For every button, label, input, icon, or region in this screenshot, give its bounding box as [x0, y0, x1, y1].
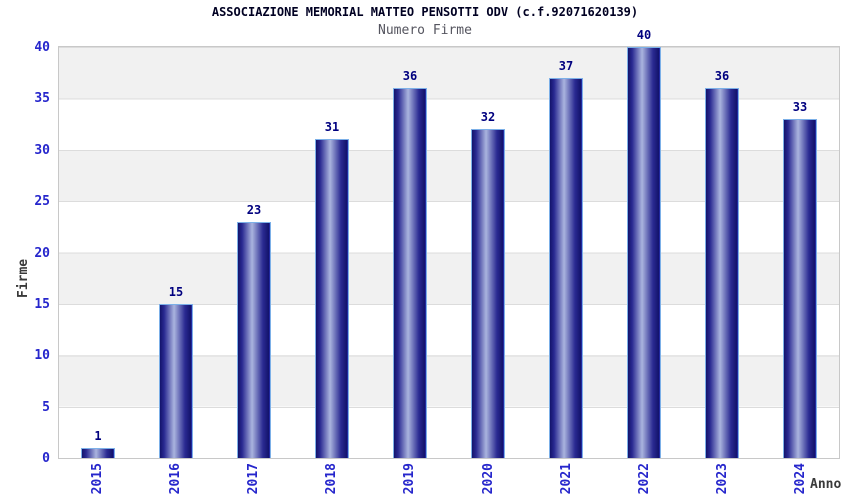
x-tick-cell: 2019	[371, 463, 449, 499]
x-tick-label: 2021	[558, 463, 574, 495]
bar-2023	[705, 88, 739, 458]
x-tick-label: 2022	[637, 463, 653, 495]
bar-slot: 33	[761, 47, 839, 458]
bar-value-label: 40	[636, 28, 652, 42]
bar-value-label: 36	[402, 69, 418, 83]
bar-slot: 40	[605, 28, 683, 458]
bar-slot: 1	[59, 47, 137, 458]
x-tick-cell: 2015	[58, 463, 136, 499]
bar-2024	[783, 119, 817, 458]
x-tick-label: 2017	[246, 463, 261, 495]
y-tick-label: 0	[42, 451, 50, 466]
x-tick-label: 2018	[324, 463, 340, 495]
chart-title: ASSOCIAZIONE MEMORIAL MATTEO PENSOTTI OD…	[211, 5, 639, 19]
x-tick-label: 2019	[402, 463, 418, 495]
bar-slot: 23	[215, 47, 293, 458]
bar-2019	[393, 88, 427, 458]
bar-2020	[471, 129, 505, 458]
x-tick-cell: 2016	[136, 463, 214, 499]
x-tick-cell: 2022	[605, 463, 683, 499]
bar-2017	[237, 222, 271, 458]
y-tick-label: 25	[34, 194, 50, 210]
x-tick-label: 2023	[715, 463, 731, 495]
x-tick-cell: 2021	[527, 463, 605, 499]
bar-value-label: 31	[324, 120, 340, 134]
bar-slot: 36	[371, 47, 449, 458]
bar-value-label: 33	[792, 100, 808, 114]
bar-slot: 37	[527, 47, 605, 458]
bar-value-label: 1	[94, 429, 102, 443]
bar-2022	[627, 47, 661, 458]
bar-slot: 15	[137, 47, 215, 458]
x-tick-cell: 2017	[214, 463, 292, 499]
y-tick-label: 5	[42, 399, 50, 415]
bar-2016	[159, 304, 193, 458]
x-tick-cell: 2020	[449, 463, 527, 499]
y-tick-label: 20	[34, 245, 50, 261]
bar-2018	[315, 139, 349, 458]
x-axis-tick-labels: 2015 2016 2017 2018 2019 2020 2021 2022 2023 2024	[58, 463, 840, 499]
x-tick-label: 2016	[167, 463, 183, 495]
bar-value-label: 36	[714, 69, 730, 83]
bar-2021	[549, 78, 583, 458]
bar-slot: 32	[449, 47, 527, 458]
y-tick-label: 10	[34, 348, 50, 364]
bar-2015	[81, 448, 115, 458]
y-tick-label: 40	[34, 40, 50, 55]
x-tick-cell: 2018	[293, 463, 371, 499]
y-tick-label: 15	[34, 296, 50, 312]
x-tick-label: 2015	[89, 463, 105, 495]
chart-subtitle: Numero Firme	[378, 23, 472, 38]
x-tick-label: 2020	[480, 463, 496, 495]
y-tick-label: 30	[34, 142, 50, 158]
bar-value-label: 15	[168, 285, 184, 299]
bar-slot: 36	[683, 47, 761, 458]
x-tick-label: 2024	[793, 463, 809, 495]
bars-container: 1 15 23 31 36 32 37 40 36 33	[59, 28, 839, 458]
y-tick-label: 35	[34, 91, 50, 107]
bar-value-label: 32	[480, 110, 496, 124]
x-tick-cell: 2023	[684, 463, 762, 499]
bar-value-label: 23	[246, 203, 262, 217]
x-axis-title: Anno	[810, 477, 842, 492]
plot-area: 1 15 23 31 36 32 37 40 36 33 0 5 10 15 20 25 30 35 40	[34, 28, 840, 466]
bar-slot: 31	[293, 47, 371, 458]
bar-value-label: 37	[558, 59, 574, 73]
